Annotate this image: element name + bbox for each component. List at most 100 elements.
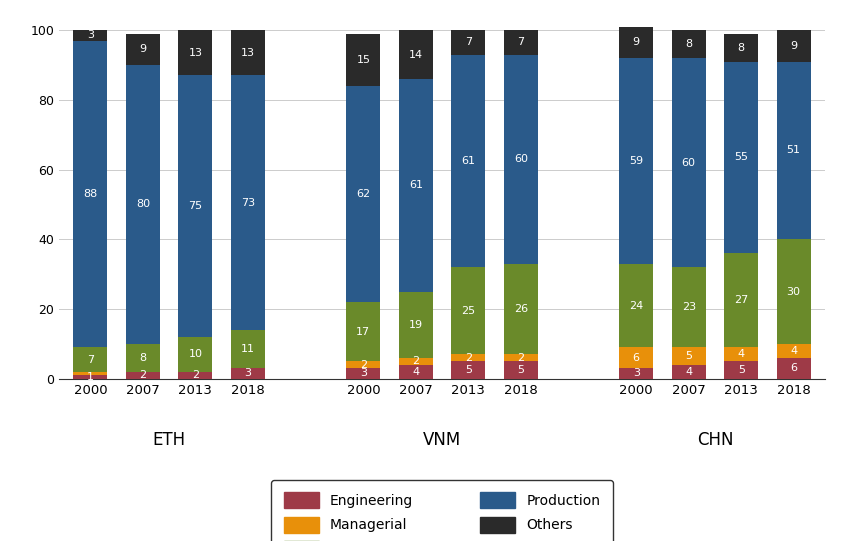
Bar: [776, 62, 811, 239]
Bar: [125, 372, 160, 379]
Bar: [125, 65, 160, 344]
Text: 5: 5: [738, 365, 744, 375]
Bar: [231, 330, 265, 368]
Bar: [231, 368, 265, 379]
Text: 17: 17: [356, 327, 370, 337]
Text: 3: 3: [632, 368, 640, 379]
Bar: [451, 55, 485, 267]
Text: 51: 51: [786, 146, 801, 155]
Text: 8: 8: [738, 43, 745, 52]
Bar: [451, 361, 485, 379]
Bar: [73, 375, 108, 379]
Bar: [451, 267, 485, 354]
Bar: [179, 337, 212, 372]
Text: 80: 80: [136, 200, 150, 209]
Bar: [619, 27, 653, 58]
Text: 75: 75: [189, 201, 202, 211]
Bar: [346, 34, 381, 86]
Bar: [619, 58, 653, 263]
Text: CHN: CHN: [696, 432, 733, 450]
Bar: [672, 267, 706, 347]
Text: 24: 24: [629, 300, 643, 311]
Text: 10: 10: [189, 349, 202, 359]
Text: ETH: ETH: [152, 432, 186, 450]
Bar: [619, 368, 653, 379]
Bar: [346, 86, 381, 302]
Bar: [451, 30, 485, 55]
Text: 3: 3: [87, 30, 94, 41]
Bar: [724, 62, 759, 253]
Bar: [231, 30, 265, 76]
Text: 7: 7: [87, 354, 94, 365]
Bar: [125, 34, 160, 65]
Bar: [672, 365, 706, 379]
Bar: [399, 30, 433, 79]
Bar: [724, 347, 759, 361]
Text: 1: 1: [87, 372, 94, 382]
Text: 61: 61: [461, 156, 475, 166]
Bar: [776, 239, 811, 344]
Text: 9: 9: [632, 37, 640, 48]
Bar: [504, 55, 538, 263]
Text: 60: 60: [514, 154, 528, 164]
Text: VNM: VNM: [423, 432, 461, 450]
Text: 60: 60: [682, 157, 695, 168]
Text: 59: 59: [629, 156, 643, 166]
Text: 15: 15: [356, 55, 370, 65]
Bar: [73, 347, 108, 372]
Text: 73: 73: [241, 197, 255, 208]
Text: 23: 23: [682, 302, 695, 312]
Bar: [776, 344, 811, 358]
Text: 13: 13: [241, 48, 255, 58]
Text: 4: 4: [790, 346, 797, 356]
Text: 26: 26: [514, 304, 528, 314]
Text: 14: 14: [408, 50, 423, 60]
Bar: [619, 347, 653, 368]
Text: 11: 11: [241, 344, 255, 354]
Text: 7: 7: [465, 37, 472, 48]
Bar: [451, 354, 485, 361]
Text: 2: 2: [360, 360, 367, 370]
Text: 4: 4: [413, 367, 419, 377]
Text: 4: 4: [685, 367, 692, 377]
Bar: [179, 30, 212, 76]
Text: 8: 8: [685, 39, 692, 49]
Bar: [399, 292, 433, 358]
Bar: [672, 30, 706, 58]
Text: 2: 2: [517, 353, 525, 363]
Bar: [125, 344, 160, 372]
Bar: [504, 263, 538, 354]
Text: 2: 2: [139, 370, 147, 380]
Text: 2: 2: [192, 370, 199, 380]
Text: 9: 9: [790, 41, 797, 51]
Text: 2: 2: [465, 353, 472, 363]
Bar: [724, 34, 759, 62]
Text: 8: 8: [139, 353, 147, 363]
Bar: [231, 76, 265, 330]
Text: 5: 5: [685, 351, 692, 361]
Text: 62: 62: [356, 189, 370, 199]
Text: 25: 25: [461, 306, 476, 316]
Bar: [776, 30, 811, 62]
Bar: [73, 372, 108, 375]
Text: 4: 4: [738, 349, 745, 359]
Text: 6: 6: [790, 363, 797, 373]
Text: 61: 61: [409, 180, 423, 190]
Text: 7: 7: [517, 37, 525, 48]
Text: 88: 88: [83, 189, 98, 199]
Text: 9: 9: [139, 44, 147, 54]
Bar: [73, 30, 108, 41]
Bar: [399, 79, 433, 292]
Bar: [73, 41, 108, 347]
Bar: [776, 358, 811, 379]
Text: 27: 27: [734, 295, 749, 305]
Bar: [504, 354, 538, 361]
Text: 55: 55: [734, 153, 749, 162]
Bar: [504, 30, 538, 55]
Text: 19: 19: [408, 320, 423, 329]
Text: 30: 30: [786, 287, 801, 296]
Text: 13: 13: [189, 48, 202, 58]
Legend: Engineering, Managerial, Support services, Production, Others: Engineering, Managerial, Support service…: [271, 480, 613, 541]
Bar: [346, 302, 381, 361]
Bar: [399, 365, 433, 379]
